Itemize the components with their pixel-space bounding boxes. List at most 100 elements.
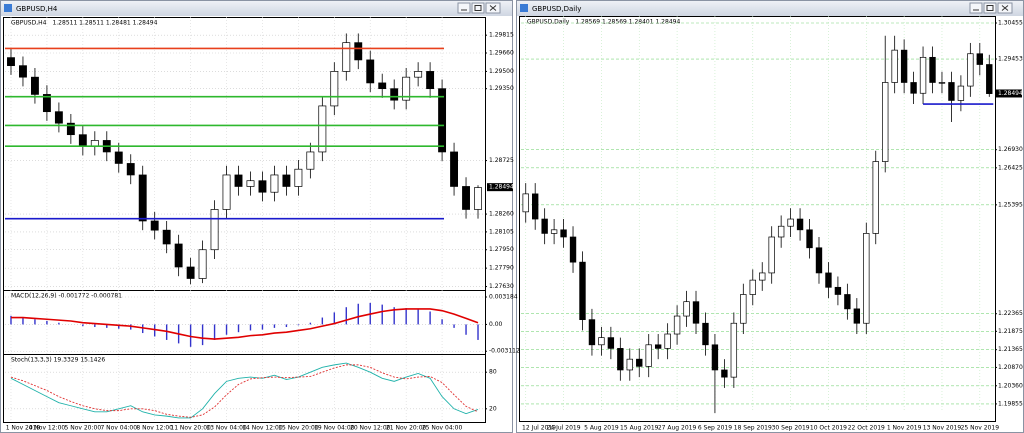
candle-body [711, 344, 719, 371]
x-tick-label: 15 Nov 20:00 [278, 425, 319, 432]
candle-body [683, 301, 690, 317]
title-bar[interactable] [1, 1, 512, 16]
x-tick-label: 21 Nov 20:00 [386, 425, 427, 432]
x-tick-label: 4 Nov 12:00 [29, 425, 66, 432]
macd-bar [94, 324, 96, 328]
candle-body [560, 229, 567, 238]
x-tick-label: 27 Aug 2019 [658, 425, 697, 432]
candle-body [938, 82, 946, 84]
title-bar[interactable] [517, 1, 1023, 16]
candle-body [162, 229, 171, 245]
minimize-button[interactable] [969, 2, 983, 14]
x-tick-label: 5 Aug 2019 [584, 425, 619, 432]
candle-body [740, 294, 747, 324]
macd-bar [441, 319, 443, 325]
candle-body [42, 94, 51, 113]
candle-body [30, 76, 39, 95]
x-tick-label: 11 Nov 20:00 [170, 425, 211, 432]
y-tick-label: 1.29815 [489, 32, 514, 39]
x-tick-label: 13 Nov 04:00 [206, 425, 247, 432]
candle-body [787, 218, 794, 227]
candle-body [882, 82, 889, 162]
candle-body [721, 369, 728, 378]
candle-body [78, 134, 87, 147]
macd-bar [309, 322, 312, 325]
macd-bar [453, 324, 455, 328]
candle-body [7, 57, 15, 67]
y-tick-label: 1.22365 [998, 310, 1023, 317]
candle-body [900, 49, 908, 83]
signal-line [10, 308, 479, 340]
candle-body [354, 42, 363, 61]
macd-bar [321, 317, 324, 325]
candle-body [414, 71, 423, 78]
macd-bar [58, 322, 60, 325]
y-tick-label: 1.29500 [489, 68, 514, 75]
macd-bar [213, 324, 216, 340]
y-tick-label: -0.003112 [489, 348, 520, 355]
candle-body [342, 42, 351, 72]
candle-body [853, 308, 861, 324]
x-tick-label: 6 Sep 2019 [698, 425, 732, 432]
candle-body [777, 225, 785, 238]
candle-body [378, 82, 387, 90]
candle-body [598, 337, 605, 346]
x-tick-label: 14 Nov 12:00 [242, 425, 283, 432]
x-tick-label: 20 Nov 12:00 [350, 425, 391, 432]
candle-body [222, 174, 231, 210]
candle-body [654, 344, 662, 349]
chart-header: Stoch(13,3,3) 19.3329 15.1426 [11, 357, 105, 364]
candle-body [90, 140, 99, 147]
candle-body [330, 71, 339, 107]
y-tick-label: 1.29660 [489, 50, 514, 57]
window-icon [4, 4, 12, 12]
y-tick-label: 80 [489, 369, 497, 376]
icon [489, 5, 497, 11]
candle-body [54, 111, 63, 124]
x-tick-label: 10 Oct 2019 [810, 425, 847, 432]
macd-bar [142, 324, 144, 334]
x-tick-label: 13 Nov 2019 [923, 425, 962, 432]
macd-bar [118, 324, 120, 329]
maximize-button[interactable] [471, 2, 485, 14]
window-h4 [0, 0, 513, 433]
candle-body [863, 233, 870, 324]
candle-body [438, 88, 447, 153]
y-tick-label: 1.25395 [998, 201, 1023, 208]
candle-body [474, 187, 482, 210]
macd-bar [273, 324, 276, 328]
macd-bar [201, 324, 204, 346]
candle-body [948, 82, 955, 101]
maximize-button[interactable] [983, 2, 997, 14]
candle-body [929, 56, 936, 83]
candle-body [282, 174, 291, 187]
candle-body [306, 151, 315, 170]
x-tick-label: 22 Oct 2019 [848, 425, 885, 432]
y-tick-label: 1.21365 [998, 346, 1023, 353]
price-tag [487, 183, 513, 192]
y-tick-label: 0.00 [489, 321, 503, 328]
x-tick-label: 19 Nov 04:00 [314, 425, 355, 432]
candle-body [541, 218, 548, 234]
y-tick-label: 1.29350 [489, 85, 514, 92]
candle-body [759, 272, 766, 281]
candle-body [976, 53, 983, 65]
macd-bar [357, 303, 359, 325]
candle-body [294, 168, 303, 187]
candle-body [636, 358, 643, 367]
candle-body [234, 174, 243, 187]
candle-body [114, 151, 123, 164]
macd-bar [297, 324, 300, 326]
price-tag [996, 89, 1022, 98]
y-tick-label: 1.20870 [998, 364, 1023, 371]
candle-body [957, 85, 965, 101]
minimize-button[interactable] [457, 2, 471, 14]
candle-body [673, 315, 681, 335]
candle-body [402, 76, 411, 101]
macd-bar [237, 324, 240, 333]
x-tick-label: 18 Sep 2019 [734, 425, 772, 432]
x-tick-label: 8 Nov 12:00 [136, 425, 173, 432]
candle-body [844, 294, 851, 310]
candle-body [986, 64, 993, 94]
